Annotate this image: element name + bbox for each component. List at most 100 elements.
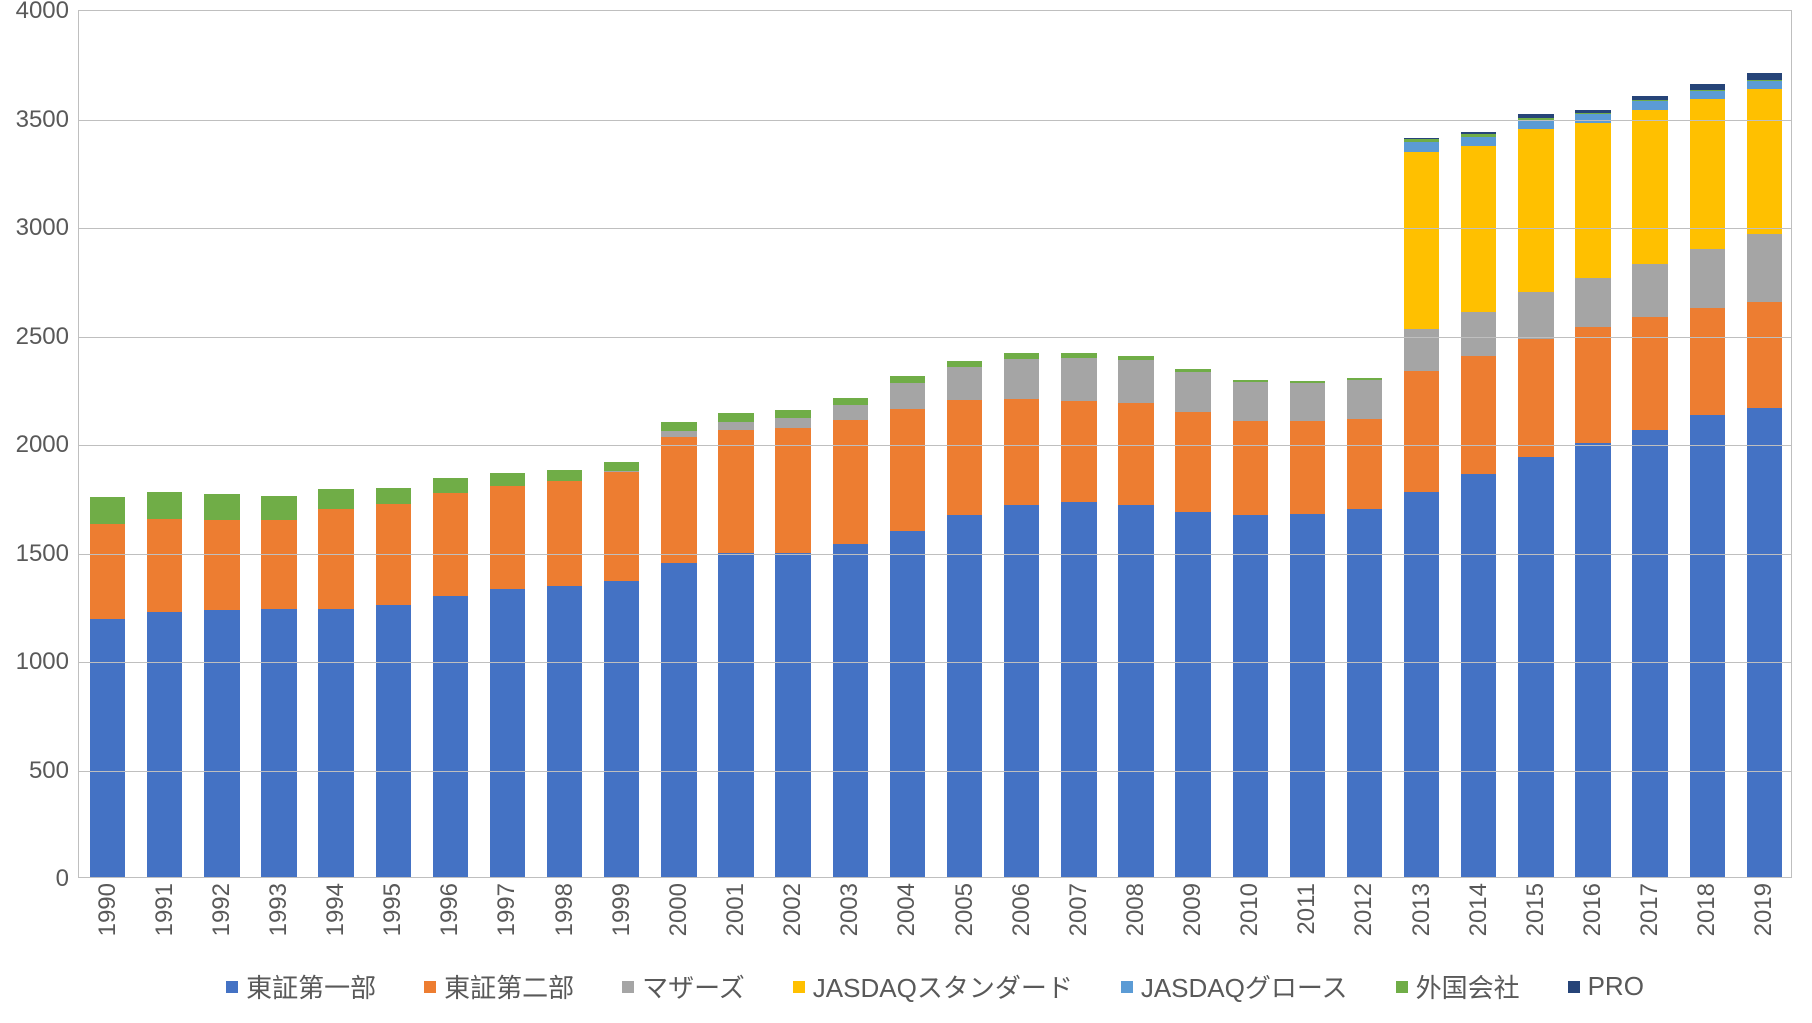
x-tick-label: 1993: [265, 883, 293, 936]
bar-segment-toushou1: [1518, 457, 1553, 877]
bar-segment-toushou2: [1461, 356, 1496, 473]
y-tick-label: 2000: [16, 431, 79, 459]
bar-group: 1990: [90, 9, 125, 877]
legend-item-jasdaq_std: JASDAQスタンダード: [793, 968, 1073, 1005]
x-tick-label: 1999: [608, 883, 636, 936]
bar-group: 1998: [547, 9, 582, 877]
legend-label: JASDAQグロース: [1141, 968, 1348, 1005]
bar-segment-toushou2: [1690, 308, 1725, 415]
bar-segment-toushou1: [890, 531, 925, 877]
bar-segment-toushou1: [147, 612, 182, 877]
bar-segment-toushou1: [1004, 505, 1039, 877]
bar-segment-toushou1: [833, 544, 868, 877]
bar-segment-toushou1: [1061, 502, 1096, 877]
bar-segment-toushou2: [1061, 401, 1096, 502]
y-tick-label: 2500: [16, 323, 79, 351]
bar-group: 2015: [1518, 9, 1553, 877]
bar-segment-jasdaq_gro: [1518, 120, 1553, 130]
bars-layer: 1990199119921993199419951996199719981999…: [79, 11, 1791, 877]
bar-segment-mothers: [1575, 278, 1610, 327]
bar-segment-toushou2: [1175, 412, 1210, 512]
bar-segment-mothers: [718, 422, 753, 430]
x-tick-label: 2005: [951, 883, 979, 936]
bar-segment-toushou2: [318, 509, 353, 609]
bar-segment-toushou2: [204, 520, 239, 610]
legend-item-foreign: 外国会社: [1396, 968, 1520, 1005]
bar-segment-jasdaq_gro: [1632, 101, 1667, 110]
bar-segment-toushou2: [775, 428, 810, 553]
bar-segment-toushou1: [204, 610, 239, 877]
x-tick-label: 2000: [665, 883, 693, 936]
gridline: [79, 228, 1791, 229]
legend-label: JASDAQスタンダード: [813, 968, 1073, 1005]
y-tick-label: 1000: [16, 648, 79, 676]
bar-segment-toushou2: [90, 524, 125, 619]
bar-segment-foreign: [433, 478, 468, 493]
bar-group: 2016: [1575, 9, 1610, 877]
bar-segment-foreign: [490, 473, 525, 486]
bar-group: 1991: [147, 9, 182, 877]
x-tick-label: 2011: [1293, 883, 1321, 935]
bar-group: 2010: [1233, 9, 1268, 877]
bar-segment-toushou2: [547, 481, 582, 586]
bar-segment-mothers: [1061, 358, 1096, 401]
bar-group: 1995: [376, 9, 411, 877]
bar-segment-mothers: [1004, 359, 1039, 399]
bar-segment-toushou1: [1461, 474, 1496, 877]
bar-segment-toushou1: [318, 609, 353, 877]
bar-segment-toushou1: [1404, 492, 1439, 877]
gridline: [79, 554, 1791, 555]
y-tick-label: 4000: [16, 0, 79, 25]
x-tick-label: 2018: [1693, 883, 1721, 936]
bar-segment-foreign: [1118, 356, 1153, 359]
bar-group: 2017: [1632, 9, 1667, 877]
y-tick-label: 0: [56, 865, 79, 893]
y-tick-label: 3500: [16, 106, 79, 134]
bar-segment-foreign: [204, 494, 239, 520]
y-tick-label: 1500: [16, 540, 79, 568]
x-tick-label: 2007: [1065, 883, 1093, 936]
bar-segment-toushou1: [1290, 514, 1325, 877]
legend: 東証第一部東証第二部マザーズJASDAQスタンダードJASDAQグロース外国会社…: [78, 968, 1792, 1005]
bar-segment-foreign: [1461, 134, 1496, 137]
x-tick-label: 2017: [1636, 883, 1664, 936]
bar-segment-toushou1: [1690, 415, 1725, 877]
gridline: [79, 662, 1791, 663]
bar-segment-foreign: [1004, 353, 1039, 358]
x-tick-label: 2004: [893, 883, 921, 936]
bar-segment-foreign: [547, 470, 582, 481]
legend-item-toushou2: 東証第二部: [424, 968, 574, 1005]
bar-segment-toushou2: [433, 493, 468, 597]
bar-segment-foreign: [890, 376, 925, 383]
x-tick-label: 1997: [493, 883, 521, 936]
bar-segment-toushou1: [90, 619, 125, 877]
bar-group: 2003: [833, 9, 868, 877]
bar-group: 2009: [1175, 9, 1210, 877]
bar-segment-pro: [1518, 114, 1553, 117]
gridline: [79, 337, 1791, 338]
bar-group: 2018: [1690, 9, 1725, 877]
bar-segment-jasdaq_std: [1690, 99, 1725, 248]
bar-segment-foreign: [718, 413, 753, 421]
bar-segment-foreign: [318, 489, 353, 509]
bar-segment-foreign: [147, 492, 182, 519]
bar-segment-mothers: [1290, 383, 1325, 421]
bar-group: 2012: [1347, 9, 1382, 877]
x-tick-label: 2009: [1179, 883, 1207, 936]
bar-segment-mothers: [833, 405, 868, 421]
legend-swatch: [793, 981, 805, 993]
x-tick-label: 1996: [436, 883, 464, 936]
legend-label: マザーズ: [642, 968, 745, 1005]
bar-segment-foreign: [1690, 90, 1725, 91]
x-tick-label: 2012: [1350, 883, 1378, 936]
x-tick-label: 2006: [1008, 883, 1036, 936]
bar-segment-foreign: [1233, 380, 1268, 383]
bar-segment-toushou1: [1575, 443, 1610, 877]
bar-segment-jasdaq_std: [1747, 89, 1782, 234]
legend-label: 東証第二部: [444, 968, 574, 1005]
y-tick-label: 3000: [16, 214, 79, 242]
bar-group: 1994: [318, 9, 353, 877]
bar-segment-mothers: [1118, 360, 1153, 403]
bar-group: 2006: [1004, 9, 1039, 877]
bar-segment-jasdaq_gro: [1461, 137, 1496, 147]
